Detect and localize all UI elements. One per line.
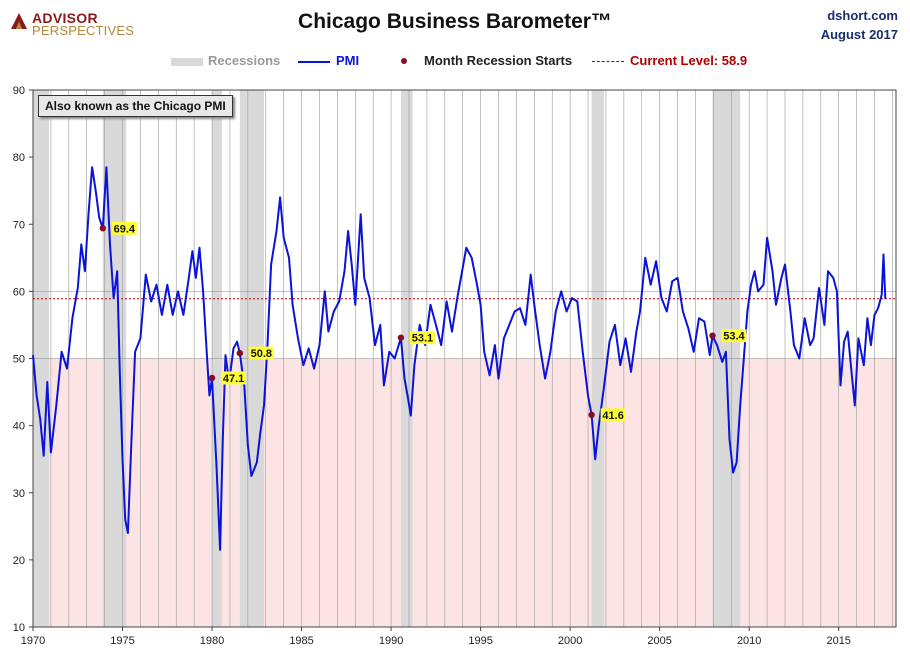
- y-tick-label: 10: [13, 622, 25, 634]
- recession-start-marker-3: [397, 334, 405, 341]
- recessions-swatch: [171, 58, 203, 66]
- y-tick-label: 40: [13, 421, 25, 433]
- x-tick-label: 1975: [110, 635, 134, 647]
- recession-start-marker-5: [709, 332, 716, 339]
- recession-start-label-bg-2: [248, 346, 274, 360]
- recession-start-label-bg-4: [600, 408, 626, 422]
- logo-line2: PERSPECTIVES: [32, 23, 135, 38]
- x-tick-label: 1970: [21, 635, 45, 647]
- recession-start-swatch: [401, 58, 407, 64]
- recession-start-marker-1: [208, 374, 216, 382]
- y-tick-label: 70: [13, 219, 25, 231]
- x-tick-label: 1995: [468, 635, 492, 647]
- source-date: August 2017: [820, 27, 898, 42]
- pmi-swatch: [298, 61, 330, 63]
- x-tick-label: 2000: [558, 635, 582, 647]
- y-tick-label: 60: [13, 286, 25, 298]
- y-tick-label: 50: [13, 354, 25, 366]
- recession-start-marker-4: [588, 411, 595, 419]
- x-tick-label: 1985: [289, 635, 313, 647]
- legend-recessions: Recessions: [208, 53, 281, 68]
- recession-start-marker-2: [236, 349, 243, 357]
- recession-start-label-bg-3: [409, 331, 435, 345]
- recession-start-label-bg-0: [111, 221, 137, 235]
- y-tick-label: 90: [13, 85, 25, 97]
- current-level-swatch: [592, 61, 624, 62]
- x-tick-label: 2005: [647, 635, 671, 647]
- recession-start-label-5: 53.4: [723, 331, 745, 343]
- x-tick-label: 2010: [737, 635, 761, 647]
- x-tick-label: 1990: [379, 635, 403, 647]
- advisor-perspectives-logo: ADVISOR PERSPECTIVES: [8, 8, 138, 38]
- y-tick-label: 30: [13, 488, 25, 500]
- x-tick-label: 1980: [200, 635, 224, 647]
- source-block: dshort.com August 2017: [821, 6, 898, 44]
- recession-start-label-2: 50.8: [251, 348, 272, 360]
- chart-title: Chicago Business Barometer™: [298, 10, 612, 33]
- pmi-line: [32, 166, 887, 551]
- recession-start-label-1: 47.1: [223, 373, 244, 385]
- legend-current-level: Current Level: 58.9: [630, 53, 748, 68]
- x-tick-label: 2015: [826, 635, 850, 647]
- recession-start-label-0: 69.4: [114, 223, 136, 235]
- source-name: dshort.com: [827, 8, 898, 23]
- legend: Recessions PMI Month Recession Starts Cu…: [0, 52, 910, 70]
- advisor-perspectives-logo-mark: [11, 13, 27, 29]
- legend-pmi: PMI: [336, 53, 360, 68]
- recession-start-label-3: 53.1: [412, 333, 433, 345]
- contraction-zone: [33, 358, 896, 627]
- recession-start-label-bg-1: [221, 371, 247, 385]
- logo-line1: ADVISOR: [32, 10, 98, 26]
- recession-start-marker-0: [99, 225, 107, 232]
- chart-callout: Also known as the Chicago PMI: [38, 95, 233, 117]
- recession-start-label-bg-5: [721, 329, 747, 343]
- y-tick-label: 20: [13, 555, 25, 567]
- legend-recession-starts: Month Recession Starts: [424, 53, 573, 68]
- y-tick-label: 80: [13, 152, 25, 164]
- recession-start-label-4: 41.6: [602, 410, 623, 422]
